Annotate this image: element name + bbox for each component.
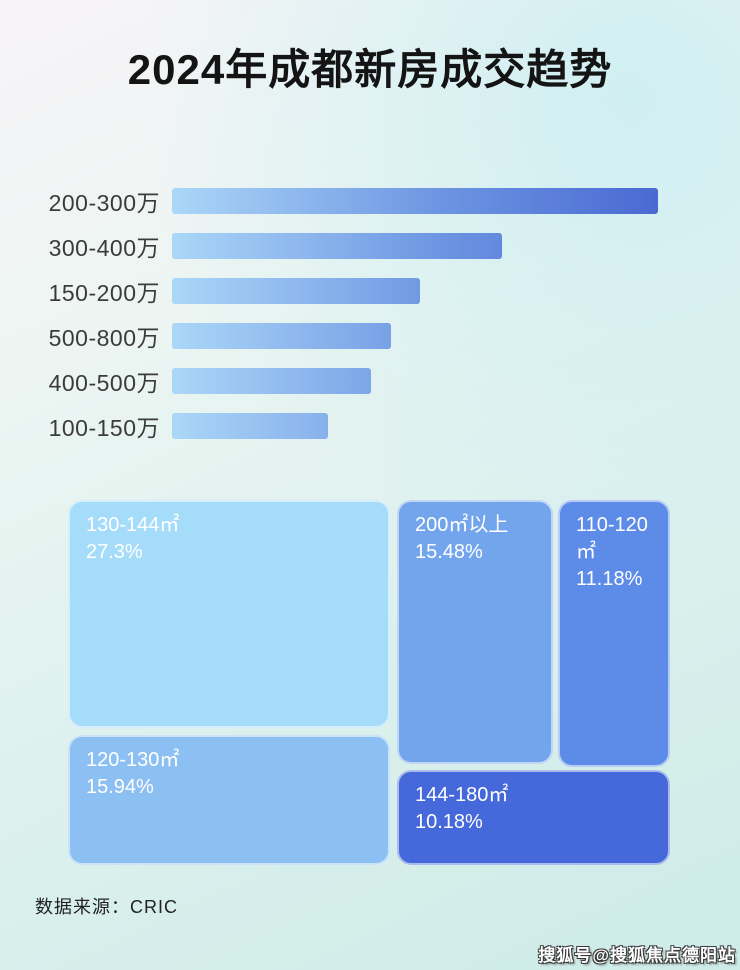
treemap-block-label: 144-180㎡ xyxy=(415,784,509,806)
bar-track xyxy=(172,278,740,304)
treemap-block-label: 200㎡以上 xyxy=(415,514,509,536)
data-source-label: 数据来源：CRIC xyxy=(35,897,178,917)
bar-track xyxy=(172,233,740,259)
bar-category-label: 150-200万 xyxy=(48,280,160,306)
bar-category-label: 100-150万 xyxy=(48,415,160,441)
treemap-block: 110-120㎡ 11.18% xyxy=(558,500,670,767)
treemap-block: 120-130㎡ 15.94% xyxy=(68,735,390,865)
bar-row: 300-400万 xyxy=(0,233,740,261)
bar-track xyxy=(172,188,740,214)
bar xyxy=(172,278,420,304)
bar xyxy=(172,323,391,349)
bar-row: 400-500万 xyxy=(0,368,740,396)
bar-track xyxy=(172,413,740,439)
treemap-block-label: 120-130㎡ xyxy=(86,749,180,771)
bar xyxy=(172,413,328,439)
bar-row: 500-800万 xyxy=(0,323,740,351)
treemap-block-percentage: 27.3% xyxy=(86,541,143,563)
bar xyxy=(172,233,503,259)
treemap-block: 144-180㎡ 10.18% xyxy=(397,770,670,865)
price-range-bar-chart: 200-300万 300-400万 150-200万 500-800万 400-500万… xyxy=(0,188,740,458)
treemap-block-label: 110-120㎡ xyxy=(576,514,648,563)
bar xyxy=(172,368,372,394)
treemap-block-percentage: 11.18% xyxy=(576,568,643,590)
watermark-text: 搜狐号@搜狐焦点德阳站 xyxy=(538,946,736,965)
bar-row: 100-150万 xyxy=(0,413,740,441)
page-title: 2024年成都新房成交趋势 xyxy=(127,46,613,93)
bar-track xyxy=(172,368,740,394)
treemap-block-percentage: 15.94% xyxy=(86,776,154,798)
bar-category-label: 500-800万 xyxy=(48,325,160,351)
treemap-block-percentage: 15.48% xyxy=(415,541,483,563)
bar-track xyxy=(172,323,740,349)
bar-category-label: 400-500万 xyxy=(48,370,160,396)
bar-category-label: 300-400万 xyxy=(48,235,160,261)
bar-row: 150-200万 xyxy=(0,278,740,306)
treemap-block-label: 130-144㎡ xyxy=(86,514,180,536)
treemap-block-percentage: 10.18% xyxy=(415,811,483,833)
bar xyxy=(172,188,658,214)
bar-category-label: 200-300万 xyxy=(48,190,160,216)
treemap-block: 130-144㎡ 27.3% xyxy=(68,500,390,728)
treemap-block: 200㎡以上 15.48% xyxy=(397,500,553,764)
bar-row: 200-300万 xyxy=(0,188,740,216)
